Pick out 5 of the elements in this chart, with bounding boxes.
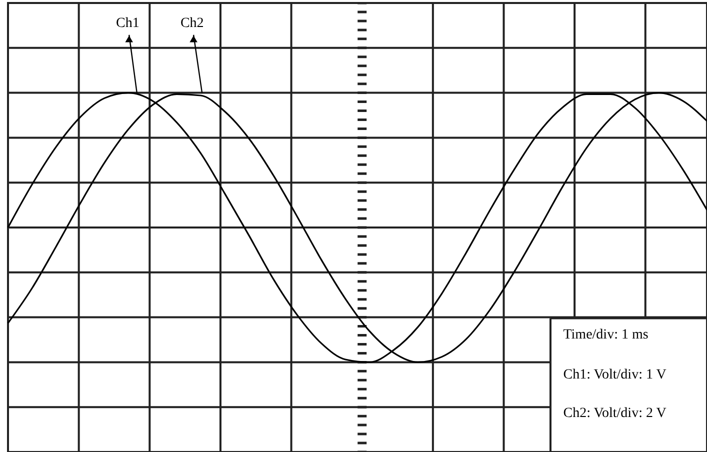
text: Ch1: [116, 16, 140, 31]
text: Ch1: Volt/div: 1 V: [563, 367, 666, 382]
annotation: Time/div: 1 ms: [563, 327, 648, 342]
text: Ch2: [180, 16, 204, 31]
text: Ch2: Volt/div: 2 V: [563, 406, 666, 421]
